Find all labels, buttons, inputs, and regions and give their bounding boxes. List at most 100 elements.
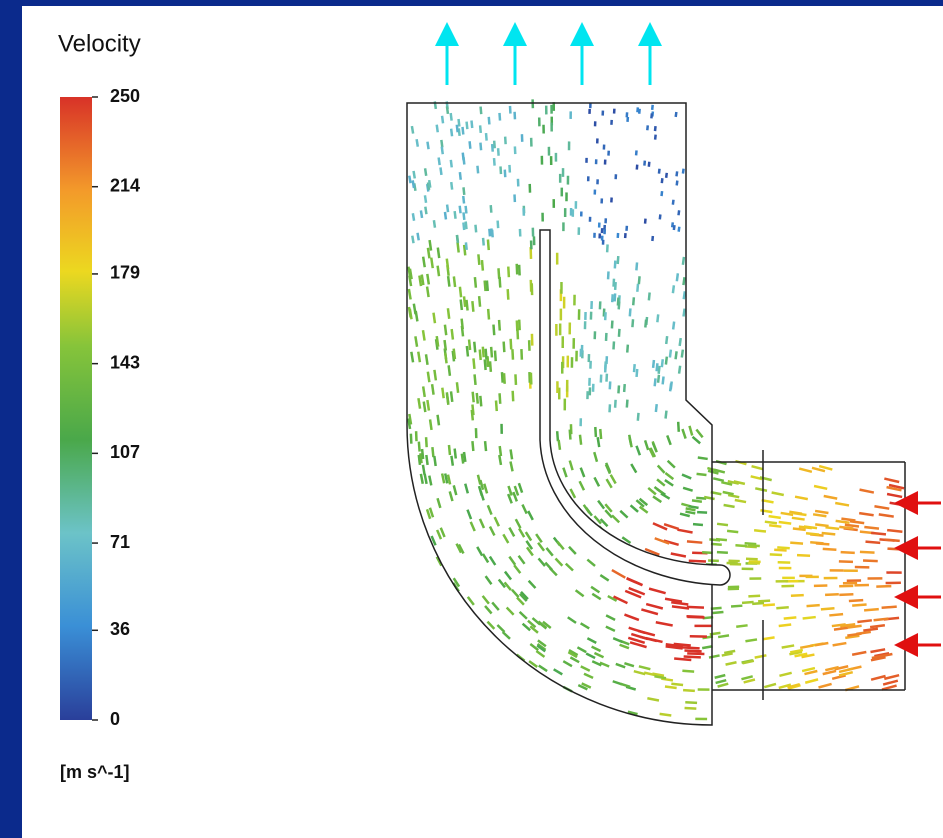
velocity-vector [567,616,577,624]
velocity-vector [668,349,673,358]
velocity-vector [636,283,640,292]
velocity-vector [498,112,502,121]
velocity-vector [590,585,601,594]
velocity-vector [564,562,574,572]
velocity-vector [410,125,415,134]
velocity-vector [682,669,695,673]
velocity-vector [462,187,466,196]
velocity-vector [503,581,512,591]
velocity-vector [723,503,735,509]
velocity-vector [811,466,826,473]
velocity-vector [426,399,431,411]
velocity-vector [443,473,449,484]
velocity-vector [503,570,513,581]
velocity-vector [537,541,546,552]
velocity-vector [449,159,453,168]
velocity-vector [877,652,893,659]
velocity-vector [681,428,687,439]
velocity-vector [427,179,432,188]
velocity-vector [751,464,764,471]
velocity-vector [476,165,480,174]
velocity-vector [452,577,461,588]
velocity-vector [538,664,548,673]
velocity-vector [470,120,474,129]
velocity-vector [428,475,433,486]
velocity-vector [790,593,804,598]
velocity-vector [835,519,850,524]
velocity-vector [882,679,899,686]
velocity-vector [641,608,659,616]
velocity-vector [703,495,715,501]
velocity-vector [682,646,700,650]
velocity-vector [884,538,900,543]
velocity-vector [599,661,610,668]
velocity-vector [825,592,839,597]
velocity-vector [845,634,860,640]
velocity-vector [887,547,903,551]
velocity-vector [626,344,630,353]
velocity-vector [648,447,655,458]
velocity-vector [763,682,777,689]
velocity-vector [446,275,451,287]
velocity-vector [626,577,643,587]
velocity-vector [670,552,687,558]
velocity-vector [714,673,726,679]
velocity-vector [496,624,506,633]
velocity-vector [671,605,690,610]
velocity-vector [838,670,854,677]
velocity-vector [650,104,654,110]
velocity-vector [537,620,547,629]
velocity-vector [650,113,654,119]
velocity-vector [492,157,496,166]
velocity-vector [656,374,661,383]
velocity-vector [518,592,528,602]
velocity-vector [796,553,811,558]
velocity-vector [696,472,707,477]
velocity-vector [799,644,814,650]
velocity-vector [722,490,734,496]
velocity-vector [407,266,412,278]
velocity-vector [863,627,879,632]
velocity-vector [831,674,846,680]
velocity-vector [822,669,837,676]
velocity-vector [421,386,426,398]
velocity-vector [764,520,778,525]
velocity-vector [677,226,681,232]
velocity-vector [660,492,671,500]
velocity-vector [464,205,468,214]
velocity-vector [428,507,435,518]
velocity-vector [458,172,462,180]
velocity-vector [461,126,465,135]
velocity-vector [859,511,874,517]
velocity-vector [701,645,713,650]
velocity-vector [556,540,565,551]
velocity-vector [849,520,865,525]
velocity-vector [870,648,886,654]
velocity-vector [481,346,485,358]
velocity-vector [466,596,475,606]
velocity-vector [498,276,502,288]
velocity-vector [428,419,433,431]
velocity-vector [735,544,747,548]
velocity-vector [670,222,675,228]
velocity-vector [481,595,490,605]
velocity-vector [869,624,886,629]
velocity-vector [593,451,599,463]
velocity-vector [665,643,683,648]
velocity-vector [440,115,445,124]
velocity-vector [645,602,664,610]
velocity-vector [628,308,632,317]
velocity-vector [469,521,476,532]
velocity-vector [465,345,470,357]
velocity-vector [420,448,425,460]
velocity-vector [557,439,562,450]
velocity-vector [449,391,454,403]
velocity-vector [424,206,428,215]
velocity-vector [604,503,613,513]
velocity-vector [635,445,642,456]
velocity-vector [708,654,720,659]
velocity-vector [579,622,590,630]
velocity-vector [654,403,658,413]
velocity-vector [411,213,416,221]
velocity-vector [680,349,685,358]
